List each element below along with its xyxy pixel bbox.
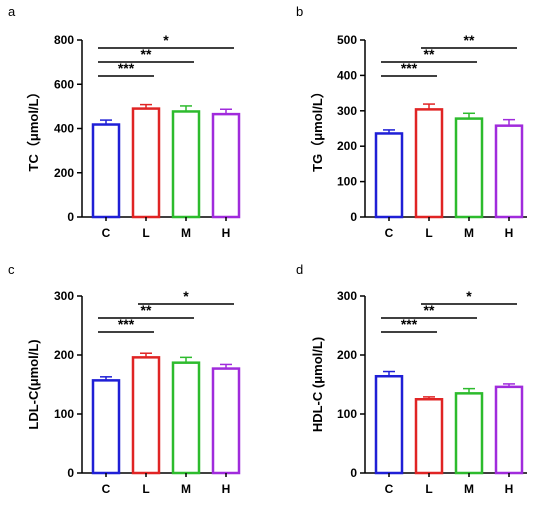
x-tick-label: C (102, 226, 111, 240)
y-tick-label: 200 (337, 139, 357, 153)
y-tick-label: 100 (337, 407, 357, 421)
bar-H (494, 385, 524, 475)
panel-letter: a (8, 4, 16, 19)
panel-letter: c (8, 262, 15, 277)
x-tick-label: M (464, 226, 474, 240)
significance-label: ** (141, 302, 152, 318)
y-tick-label: 800 (54, 33, 74, 47)
y-tick-label: 0 (350, 466, 357, 480)
significance-label: *** (118, 60, 135, 76)
significance-label: *** (401, 316, 418, 332)
significance-label: * (163, 32, 169, 48)
x-tick-label: C (102, 482, 111, 496)
significance-label: * (183, 288, 189, 304)
y-tick-label: 0 (67, 210, 74, 224)
y-tick-label: 400 (54, 122, 74, 136)
x-tick-label: H (222, 226, 231, 240)
bar-H (494, 124, 524, 219)
y-tick-label: 300 (337, 289, 357, 303)
bar-L (131, 356, 161, 475)
x-tick-label: M (464, 482, 474, 496)
bar-C (374, 374, 404, 475)
bar-M (171, 110, 201, 219)
panel-letter: d (296, 262, 303, 277)
x-tick-label: M (181, 482, 191, 496)
bar-M (454, 117, 484, 219)
x-tick-label: L (425, 226, 432, 240)
y-tick-label: 500 (337, 33, 357, 47)
y-tick-label: 200 (54, 348, 74, 362)
significance-label: *** (401, 60, 418, 76)
bar-M (454, 392, 484, 475)
x-tick-label: L (142, 226, 149, 240)
y-tick-label: 600 (54, 77, 74, 91)
bar-M (171, 361, 201, 475)
bar-C (91, 379, 121, 475)
y-tick-label: 100 (337, 175, 357, 189)
panel-letter: b (296, 4, 303, 19)
y-axis-label: LDL-C(μmol/L) (26, 339, 41, 429)
bar-C (91, 123, 121, 219)
bar-H (211, 112, 241, 219)
x-tick-label: L (425, 482, 432, 496)
x-tick-label: H (505, 226, 514, 240)
bar-L (131, 107, 161, 219)
significance-label: ** (424, 302, 435, 318)
y-tick-label: 200 (337, 348, 357, 362)
bar-H (211, 367, 241, 475)
y-tick-label: 400 (337, 68, 357, 82)
y-axis-label: TG（μmol/L） (310, 85, 325, 172)
significance-label: * (466, 288, 472, 304)
bar-C (374, 132, 404, 219)
significance-label: ** (464, 32, 475, 48)
y-tick-label: 200 (54, 166, 74, 180)
x-tick-label: H (505, 482, 514, 496)
bar-L (414, 108, 444, 219)
significance-label: ** (141, 46, 152, 62)
x-tick-label: C (385, 482, 394, 496)
y-axis-label: TC（μmol/L） (26, 86, 41, 172)
y-tick-label: 0 (67, 466, 74, 480)
x-tick-label: M (181, 226, 191, 240)
significance-label: ** (424, 46, 435, 62)
y-tick-label: 0 (350, 210, 357, 224)
x-tick-label: C (385, 226, 394, 240)
x-tick-label: L (142, 482, 149, 496)
significance-label: *** (118, 316, 135, 332)
bar-L (414, 398, 444, 475)
y-tick-label: 100 (54, 407, 74, 421)
y-tick-label: 300 (54, 289, 74, 303)
y-axis-label: HDL-C (μmol/L) (310, 337, 325, 432)
y-tick-label: 300 (337, 104, 357, 118)
x-tick-label: H (222, 482, 231, 496)
